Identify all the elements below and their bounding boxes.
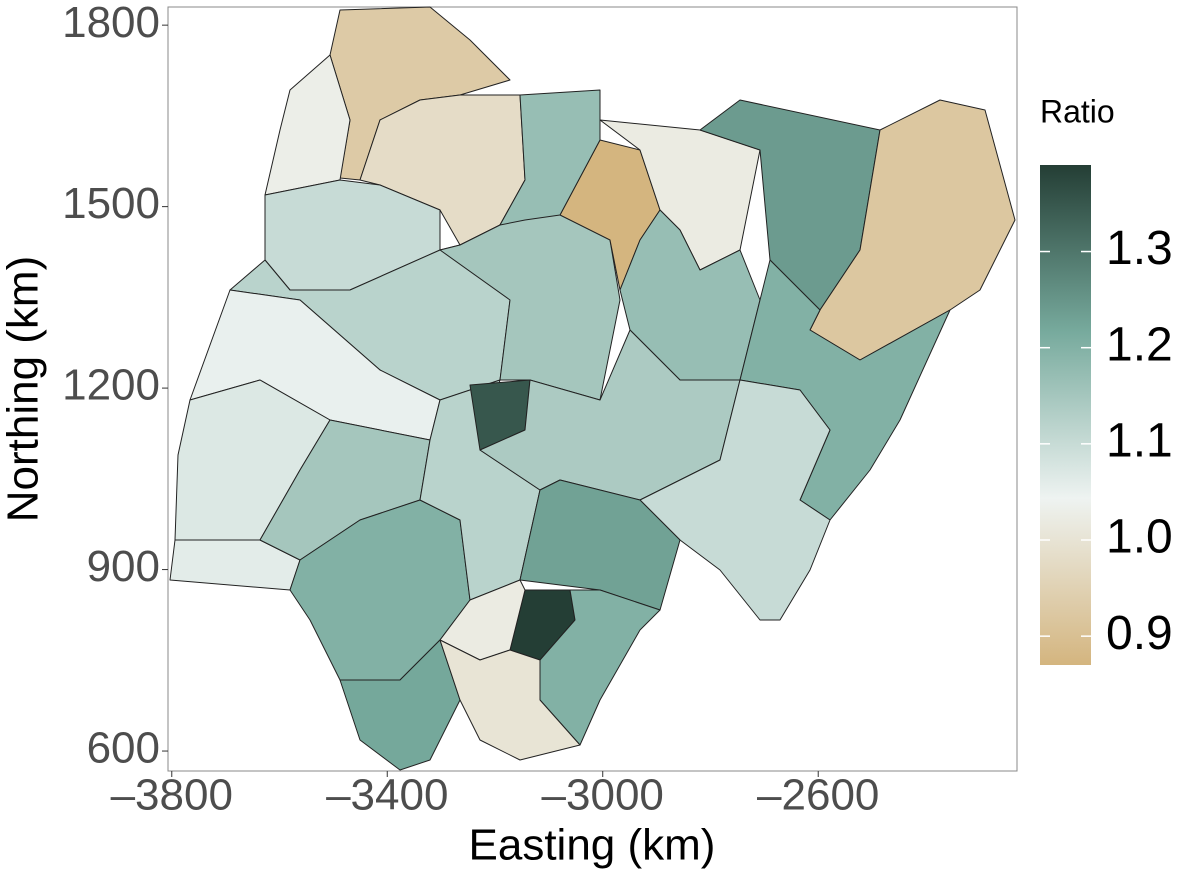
- region: [439, 179, 621, 401]
- colorbar-tick-label: 1.3: [1106, 222, 1173, 275]
- colorbar-tick-label: 1.0: [1106, 511, 1173, 564]
- colorbar-tick-label: 1.1: [1106, 415, 1173, 468]
- region: [519, 479, 681, 611]
- region: [539, 589, 661, 746]
- x-tick-label: –3400: [326, 771, 448, 820]
- y-tick-label: 1800: [62, 0, 160, 47]
- y-tick-label: 600: [87, 724, 160, 773]
- x-tick-label: –3000: [542, 771, 664, 820]
- colorbar-tick-label: 0.9: [1106, 607, 1173, 660]
- legend-title: Ratio: [1040, 93, 1115, 129]
- x-tick-label: –3800: [111, 771, 233, 820]
- y-tick-label: 900: [87, 542, 160, 591]
- colorbar: [1040, 165, 1091, 665]
- regions: [169, 6, 1016, 771]
- y-tick-label: 1500: [62, 179, 160, 228]
- region: [439, 639, 581, 761]
- region: [339, 639, 461, 771]
- x-axis-title: Easting (km): [469, 821, 716, 870]
- x-tick-label: –2600: [757, 771, 879, 820]
- y-tick-label: 1200: [62, 361, 160, 410]
- region: [499, 89, 601, 226]
- colorbar-tick-label: 1.2: [1106, 318, 1173, 371]
- y-axis-title: Northing (km): [0, 256, 48, 523]
